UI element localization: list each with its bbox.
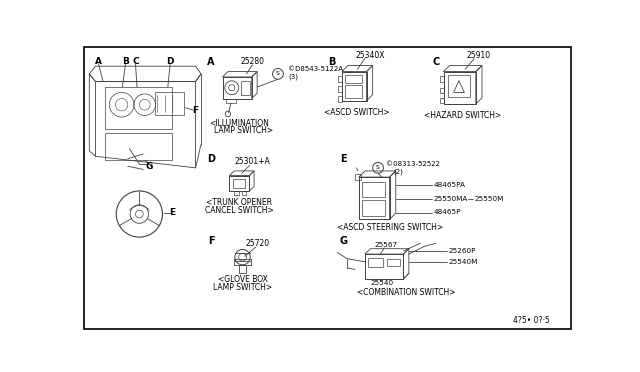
Text: F: F	[193, 106, 198, 115]
Text: <TRUNK OPENER: <TRUNK OPENER	[207, 198, 273, 207]
Bar	[241, 81, 250, 95]
Text: 48465PA: 48465PA	[433, 182, 465, 188]
Bar	[338, 96, 342, 102]
Text: ©D8543-5122A: ©D8543-5122A	[288, 66, 343, 72]
Bar	[232, 179, 245, 188]
Text: A: A	[207, 57, 214, 67]
Text: LAMP SWITCH>: LAMP SWITCH>	[213, 283, 272, 292]
Text: (3): (3)	[288, 74, 298, 80]
Bar	[387, 259, 401, 266]
Text: 25540M: 25540M	[449, 259, 478, 265]
Text: D: D	[166, 57, 174, 66]
Text: <GLOVE BOX: <GLOVE BOX	[218, 275, 268, 284]
Bar	[440, 98, 444, 103]
Text: 48465P: 48465P	[433, 209, 461, 215]
Text: S: S	[276, 71, 280, 76]
Bar	[448, 76, 470, 97]
Bar	[223, 77, 252, 99]
Text: <COMBINATION SWITCH>: <COMBINATION SWITCH>	[357, 288, 456, 297]
Text: C: C	[432, 57, 440, 67]
Text: LAMP SWITCH>: LAMP SWITCH>	[214, 126, 273, 135]
Text: E: E	[340, 154, 347, 164]
Text: <HAZARD SWITCH>: <HAZARD SWITCH>	[424, 111, 501, 120]
Text: 25340X: 25340X	[356, 51, 385, 60]
Text: B: B	[122, 57, 129, 66]
Bar	[362, 182, 385, 197]
Bar	[355, 174, 361, 180]
Text: 25567: 25567	[374, 242, 397, 248]
Text: 25540: 25540	[371, 280, 394, 286]
Text: A: A	[95, 57, 102, 66]
Text: <ASCD STEERING SWITCH>: <ASCD STEERING SWITCH>	[337, 224, 443, 232]
Text: 25260P: 25260P	[449, 248, 476, 254]
Bar	[338, 86, 342, 92]
Text: S: S	[376, 165, 380, 170]
Bar	[440, 88, 444, 93]
Bar	[342, 71, 367, 101]
Text: D: D	[207, 154, 215, 164]
Text: CANCEL SWITCH>: CANCEL SWITCH>	[205, 206, 274, 215]
Bar	[440, 76, 444, 81]
Bar	[242, 191, 246, 195]
Text: 25550MA: 25550MA	[433, 196, 468, 202]
Text: 25720: 25720	[245, 239, 269, 248]
Bar	[345, 76, 362, 83]
Bar	[444, 71, 476, 104]
Bar	[239, 265, 246, 273]
Bar	[345, 86, 362, 98]
Bar	[365, 254, 403, 279]
Bar	[359, 177, 390, 219]
Bar	[155, 92, 184, 115]
Text: B: B	[328, 57, 335, 67]
Text: F: F	[207, 236, 214, 246]
Bar	[105, 87, 172, 129]
Bar	[234, 259, 251, 265]
Text: E: E	[170, 208, 175, 217]
Bar	[105, 133, 172, 160]
Text: C: C	[132, 57, 139, 66]
Text: 25301+A: 25301+A	[235, 157, 271, 166]
Bar	[227, 99, 236, 103]
Text: 25910: 25910	[466, 51, 490, 60]
Text: 25550M: 25550M	[474, 196, 504, 202]
Bar	[338, 76, 342, 81]
Text: G: G	[339, 236, 348, 246]
Text: <ILLUMINATION: <ILLUMINATION	[209, 119, 269, 128]
Text: G: G	[146, 162, 153, 171]
Text: 25280: 25280	[241, 57, 264, 66]
Bar	[234, 191, 239, 195]
Text: ©08313-52522: ©08313-52522	[386, 161, 440, 167]
Text: <ASCD SWITCH>: <ASCD SWITCH>	[324, 108, 390, 117]
Bar	[230, 176, 250, 191]
Text: (2): (2)	[394, 169, 403, 175]
Text: 4?5• 0?·5: 4?5• 0?·5	[513, 316, 550, 325]
Bar	[368, 258, 383, 267]
Bar	[362, 200, 385, 216]
